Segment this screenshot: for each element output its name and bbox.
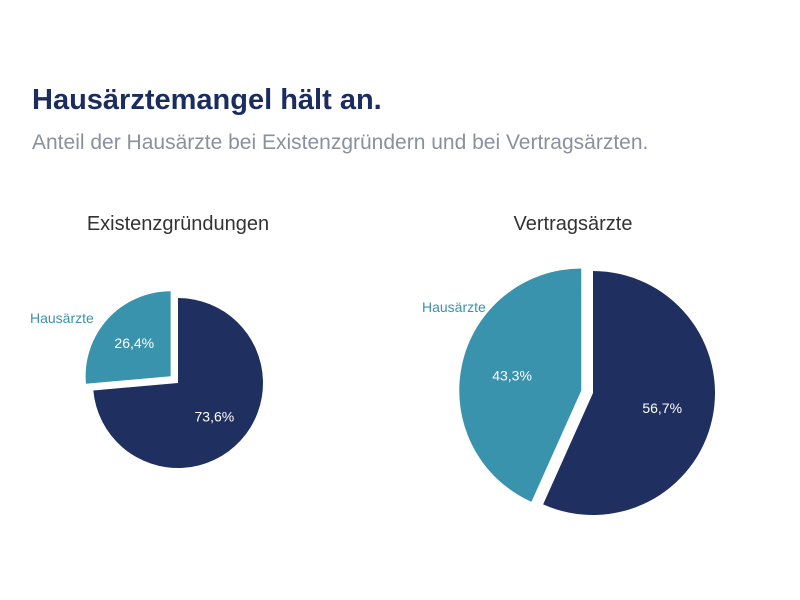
pie-chart-existenzgruendungen: Existenzgründungen 26,4% Hausärzte 73,6% <box>30 213 269 468</box>
chart-title-existenzgruendungen: Existenzgründungen <box>87 213 269 235</box>
data-label-vertragsaerzte-1: 56,7% <box>642 400 682 416</box>
pie-slice-existenzgruendungen-0 <box>85 291 171 384</box>
pie-slice-vertragsaerzte-1 <box>543 271 715 515</box>
slice-name-label-existenzgruendungen: Hausärzte <box>30 310 94 326</box>
pie-slice-vertragsaerzte-0 <box>459 268 582 502</box>
pie-slice-existenzgruendungen-1 <box>93 298 263 468</box>
data-label-existenzgruendungen-1: 73,6% <box>195 408 235 424</box>
chart-title-vertragsaerzte: Vertragsärzte <box>514 213 633 235</box>
slice-name-label-vertragsaerzte: Hausärzte <box>422 299 486 315</box>
pie-chart-vertragsaerzte: Vertragsärzte 43,3% Hausärzte 56,7% <box>422 213 715 515</box>
data-label-vertragsaerzte-0: 43,3% <box>492 368 532 384</box>
page-title: Hausärztemangel hält an. <box>32 84 382 116</box>
page-subtitle: Anteil der Hausärzte bei Existenzgründer… <box>32 131 649 154</box>
data-label-existenzgruendungen-0: 26,4% <box>114 335 154 351</box>
